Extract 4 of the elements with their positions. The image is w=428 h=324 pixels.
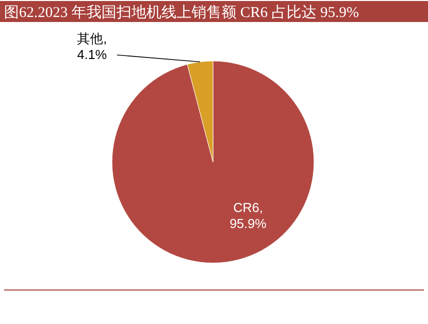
pie-slice: [112, 60, 314, 264]
chart-title: 图62.2023 年我国扫地机线上销售额 CR6 占比达 95.9%: [4, 4, 360, 21]
slice-label: CR6, 95.9%: [230, 200, 267, 231]
slice-label: 其他, 4.1%: [77, 31, 108, 62]
